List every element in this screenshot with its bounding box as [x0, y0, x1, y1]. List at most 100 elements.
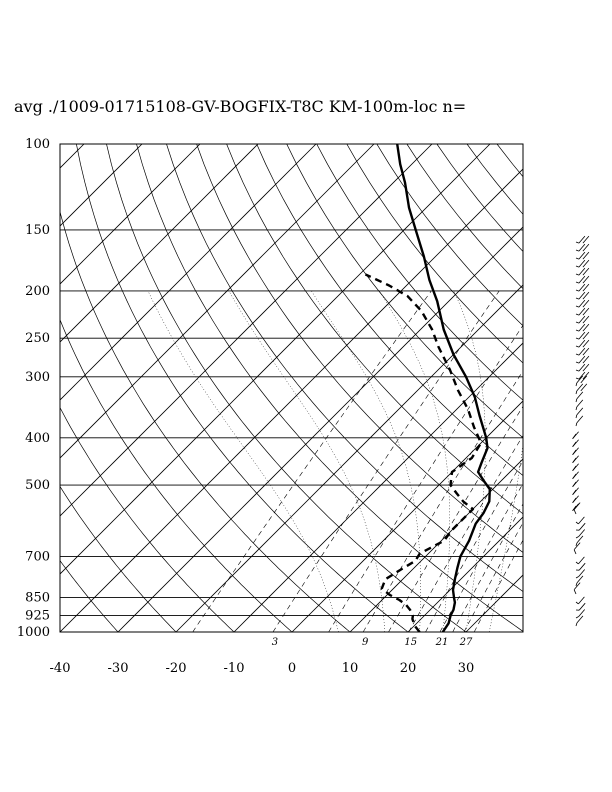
wind-barb — [572, 431, 579, 440]
wind-barb-flag — [578, 609, 585, 617]
wind-barb-staff — [575, 561, 579, 565]
wind-barb-staff — [575, 329, 580, 332]
wind-barb-staff — [573, 589, 577, 595]
wind-barb — [572, 495, 579, 504]
isotherm — [291, 400, 523, 632]
wind-barb-flag — [578, 529, 585, 537]
wind-barb-flag — [582, 323, 590, 332]
dry-adiabat — [60, 560, 119, 632]
wind-barb-flag — [582, 315, 590, 324]
wind-barb-flag — [572, 439, 579, 448]
isotherm — [60, 144, 433, 517]
wind-barb — [575, 291, 590, 300]
wind-barb-flag — [582, 235, 590, 244]
wind-barb-flag — [578, 323, 586, 332]
wind-barb — [575, 556, 585, 565]
wind-barb — [575, 391, 584, 403]
dry-adiabat — [136, 144, 523, 632]
mixing-ratio-line — [408, 434, 523, 632]
mixing-ratio-line — [192, 290, 432, 632]
wind-barb-flag — [576, 535, 584, 544]
wind-barb-staff — [575, 582, 578, 587]
isotherm — [175, 284, 523, 632]
wind-barb-flag — [576, 391, 584, 400]
mixing-ratio-line — [272, 290, 500, 632]
moist-adiabat — [228, 290, 386, 632]
wind-barb — [575, 562, 586, 571]
isotherm — [60, 144, 317, 401]
wind-barb — [573, 542, 581, 555]
moist-adiabat — [488, 442, 523, 632]
wind-barb-flag — [578, 556, 585, 565]
wind-barb-flag — [572, 455, 579, 464]
wind-barb — [575, 283, 590, 292]
dry-adiabat — [316, 144, 523, 401]
wind-barb — [573, 502, 581, 515]
wind-barb-flag — [578, 331, 586, 340]
wind-barb-flag — [578, 275, 586, 284]
dry-adiabat — [226, 144, 523, 515]
temperature-labels: -40 -30 -20 -10 0 10 20 30 — [50, 661, 475, 676]
wind-barb-flag — [576, 615, 584, 624]
wind-barb — [575, 609, 585, 619]
wind-barb-staff — [575, 297, 580, 300]
pressure-label: 700 — [25, 549, 50, 564]
temperature-tick-label: 10 — [342, 661, 359, 676]
wind-barb-staff — [575, 414, 578, 419]
isotherm — [60, 144, 491, 575]
wind-barb-staff — [575, 576, 579, 579]
wind-barb-staff — [575, 390, 578, 395]
wind-barb — [575, 323, 590, 332]
wind-barb-flag — [578, 596, 585, 605]
pressure-label: 200 — [25, 284, 50, 299]
wind-barb-flag — [582, 363, 590, 372]
wind-barb-flag — [578, 355, 586, 364]
mixing-ratio-label: 3 — [272, 637, 278, 648]
mixing-ratio-labels: 3 9 15 21 27 — [272, 637, 473, 648]
wind-barb-flag — [576, 399, 584, 408]
isotherm — [60, 144, 375, 459]
wind-barb-flag — [573, 502, 581, 510]
dewpoint-profile — [364, 273, 483, 632]
wind-barb-flag — [573, 542, 581, 550]
wind-barb — [575, 375, 588, 387]
dry-adiabat — [466, 144, 523, 215]
wind-barb-staff — [575, 345, 580, 348]
temperature-tick-label: 30 — [458, 661, 475, 676]
wind-barb-flag — [582, 267, 590, 276]
wind-barb-flag — [578, 569, 585, 577]
plot-frame — [59, 143, 524, 633]
wind-barb — [575, 363, 590, 372]
wind-barb-staff — [575, 361, 580, 364]
moist-adiabat — [311, 290, 421, 632]
wind-barb-flag — [578, 562, 586, 571]
wind-barb — [575, 596, 585, 605]
mixing-ratio-line — [452, 503, 523, 632]
wind-barb-flag — [578, 339, 586, 348]
wind-barb — [575, 267, 590, 276]
mixing-ratio-label: 21 — [435, 637, 449, 648]
wind-barb-flag — [572, 447, 579, 456]
wind-barb-staff — [575, 422, 578, 427]
wind-barb — [575, 575, 584, 587]
wind-barb-flag — [582, 339, 590, 348]
wind-barb-flag — [576, 375, 584, 384]
mixing-ratio-line — [388, 405, 523, 632]
wind-barb-staff — [575, 313, 580, 316]
wind-barb-flag — [582, 275, 590, 284]
mixing-ratio-line — [463, 522, 523, 632]
wind-barb — [575, 415, 584, 427]
wind-barb-staff — [575, 521, 579, 525]
wind-barb — [575, 275, 590, 284]
temperature-tick-label: 0 — [288, 661, 296, 676]
wind-barb-staff — [575, 369, 580, 372]
wind-barb-flag — [572, 479, 579, 488]
wind-barb — [575, 371, 590, 380]
wind-barb-flag — [576, 575, 584, 584]
temperature-profile — [396, 144, 491, 632]
wind-barb-staff — [575, 601, 579, 605]
moist-adiabat — [378, 290, 450, 632]
temperature-tick-label: -20 — [166, 661, 187, 676]
wind-barb — [572, 487, 579, 496]
